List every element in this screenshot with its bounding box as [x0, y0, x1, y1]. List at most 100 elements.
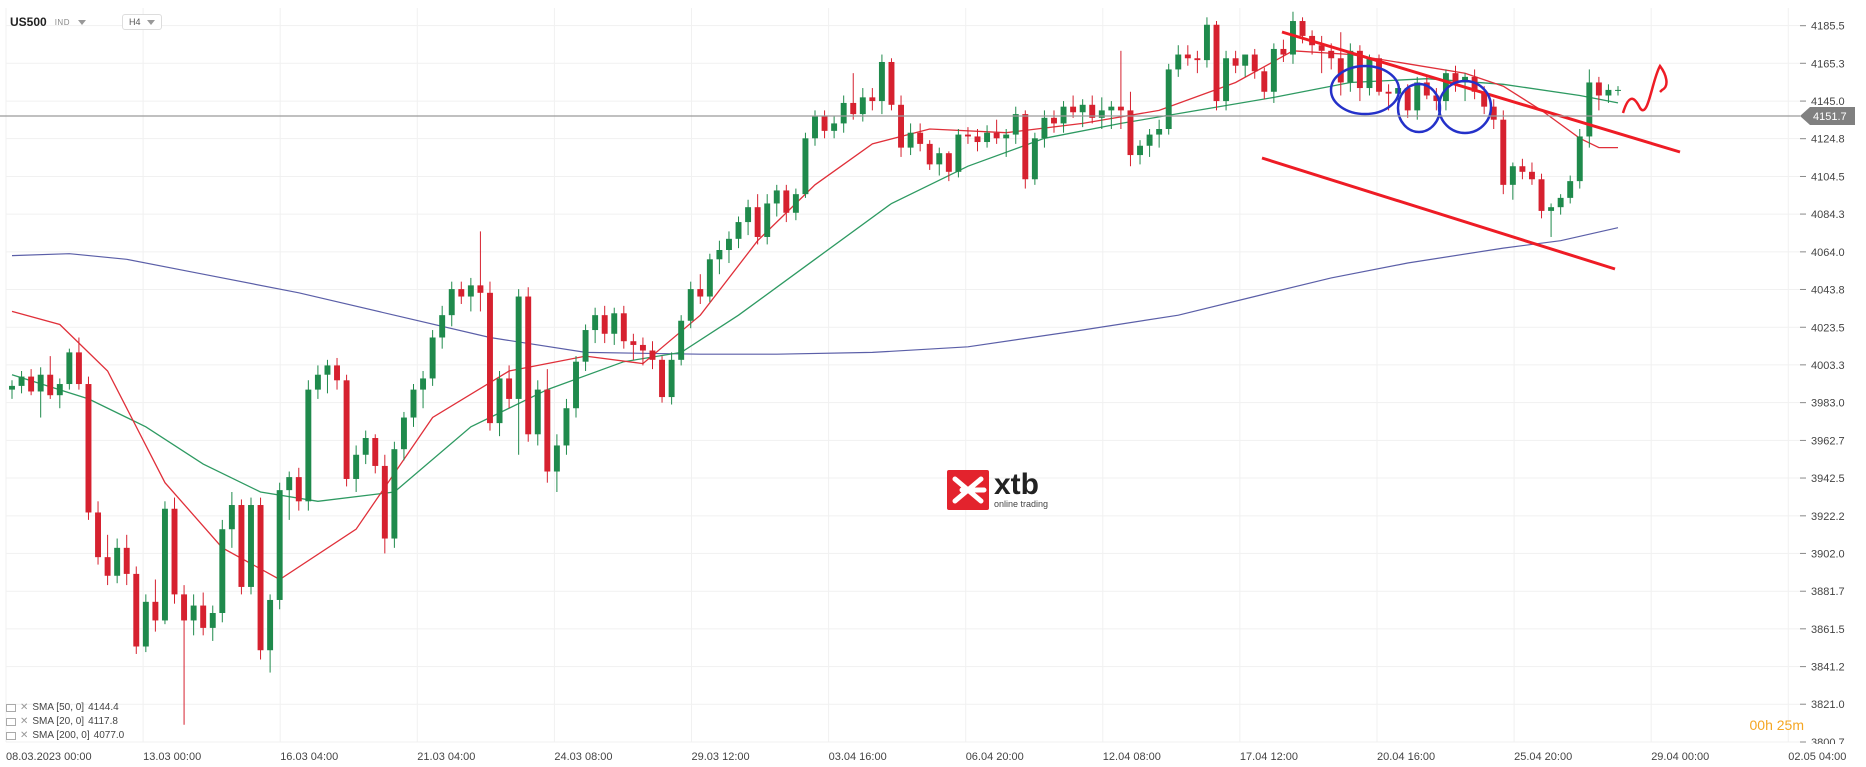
candle: [295, 467, 302, 511]
candle: [1242, 54, 1249, 77]
candle: [1003, 128, 1010, 157]
candle: [1137, 140, 1143, 165]
candle-body: [831, 123, 838, 131]
candle-body: [687, 289, 694, 321]
candle: [324, 359, 331, 394]
candle: [706, 253, 713, 303]
time-tick-label: 17.04 12:00: [1240, 751, 1298, 763]
candle: [391, 441, 398, 548]
horizontal-gridlines: [6, 25, 1800, 743]
close-icon[interactable]: ✕: [20, 716, 29, 727]
candle: [1595, 76, 1602, 111]
candle: [152, 579, 159, 632]
candle-body: [1615, 89, 1621, 91]
xtb-logo-tagline: online trading: [994, 499, 1048, 509]
candle-body: [257, 505, 264, 651]
candle-body: [1156, 128, 1163, 135]
candle: [1261, 67, 1268, 100]
legend-item[interactable]: ✕ SMA [50, 0] 4144.4: [6, 701, 124, 715]
candle: [611, 307, 618, 345]
candle-body: [1548, 207, 1555, 211]
close-icon[interactable]: ✕: [20, 730, 29, 741]
symbol-name[interactable]: US500: [10, 15, 47, 29]
candle-body: [726, 238, 732, 250]
candle-body: [467, 285, 474, 297]
candle: [200, 592, 207, 636]
close-icon[interactable]: ✕: [20, 702, 29, 713]
legend-label: SMA [50, 0]: [32, 702, 85, 713]
candle: [28, 369, 35, 396]
candle: [1012, 106, 1019, 144]
candle-body: [1509, 166, 1516, 185]
candle-body: [649, 350, 656, 360]
candle: [878, 54, 885, 115]
time-tick-label: 29.03 12:00: [692, 751, 750, 763]
candle: [228, 491, 235, 548]
candle: [1615, 86, 1621, 96]
candle-body: [601, 315, 608, 334]
candle: [477, 231, 484, 312]
candle-body: [171, 508, 178, 595]
candle-body: [534, 389, 541, 435]
sma50-line: [11, 78, 1619, 502]
current-price-label: 4151.7: [1813, 111, 1847, 123]
candle-body: [1538, 179, 1545, 211]
candle-body: [1175, 54, 1182, 70]
legend-item[interactable]: ✕ SMA [20, 0] 4117.8: [6, 715, 124, 729]
candle-body: [1146, 134, 1153, 146]
candle-body: [1060, 106, 1067, 124]
candle-body: [95, 512, 101, 558]
symbol-dropdown-icon[interactable]: [77, 19, 86, 25]
candle-body: [1251, 54, 1258, 72]
candle-body: [47, 374, 54, 396]
candle-body: [573, 361, 579, 409]
time-tick-label: 08.03.2023 00:00: [6, 751, 92, 763]
candle-body: [28, 376, 35, 392]
candle: [248, 497, 254, 595]
candle-body: [429, 337, 436, 379]
candle: [1051, 110, 1057, 133]
indicator-settings-icon[interactable]: [6, 718, 16, 726]
vertical-gridlines: [5, 8, 1789, 742]
candle: [410, 384, 417, 427]
indicator-settings-icon[interactable]: [6, 732, 16, 740]
legend-item[interactable]: ✕ SMA [200, 0] 4077.0: [6, 729, 124, 743]
candle: [659, 356, 666, 403]
candle-body: [515, 296, 522, 399]
candle: [1337, 32, 1344, 96]
candle-body: [66, 352, 73, 385]
candle: [1184, 45, 1191, 66]
candle: [888, 58, 895, 111]
candle-body: [1223, 58, 1230, 102]
channel-upper-line: [1281, 30, 1681, 154]
candle-body: [506, 378, 513, 399]
time-tick-label: 21.03 04:00: [417, 751, 475, 763]
indicator-settings-icon[interactable]: [6, 704, 16, 712]
price-tick-label: 4165.3: [1811, 58, 1845, 70]
timeframe-select[interactable]: H4: [121, 14, 162, 30]
candle: [1156, 119, 1163, 148]
candle-body: [142, 601, 149, 647]
candle-body: [1414, 82, 1421, 111]
candle: [783, 184, 790, 223]
price-tick-label: 4145.0: [1811, 96, 1845, 108]
candle: [181, 585, 188, 725]
candle-body: [582, 330, 589, 362]
time-tick-label: 12.04 08:00: [1103, 751, 1161, 763]
candle: [85, 376, 92, 520]
candle-body: [639, 344, 646, 351]
candle-body: [200, 605, 207, 628]
candle-body: [1605, 89, 1612, 96]
candle-body: [878, 61, 885, 102]
candle: [420, 370, 427, 409]
candle-body: [764, 203, 771, 237]
candle-body: [1337, 58, 1344, 83]
candle: [305, 380, 312, 511]
price-tick-label: 4104.5: [1811, 171, 1845, 183]
candle: [1576, 128, 1583, 189]
candle: [496, 370, 503, 437]
candle-body: [1318, 45, 1325, 51]
sma200-line: [11, 227, 1619, 355]
candle: [429, 330, 436, 386]
